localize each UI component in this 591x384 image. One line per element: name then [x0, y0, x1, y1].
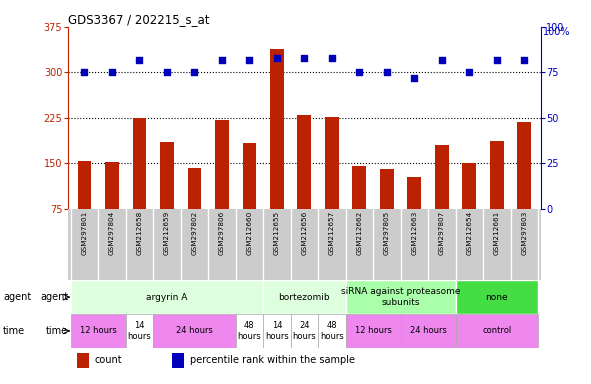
Bar — [318, 314, 346, 348]
Text: GSM297806: GSM297806 — [219, 211, 225, 255]
Bar — [490, 141, 504, 209]
Bar — [77, 353, 89, 367]
Bar — [172, 353, 184, 367]
Bar — [456, 314, 538, 348]
Text: GSM212662: GSM212662 — [356, 211, 362, 255]
Text: time: time — [46, 326, 68, 336]
Point — [272, 55, 281, 61]
Bar — [263, 314, 291, 348]
Text: GSM297804: GSM297804 — [109, 211, 115, 255]
Point — [492, 56, 502, 63]
Point — [382, 69, 392, 75]
Bar — [153, 314, 236, 348]
Text: GSM212660: GSM212660 — [246, 211, 252, 255]
Text: 48
hours: 48 hours — [238, 321, 261, 341]
Text: count: count — [95, 355, 122, 365]
Point — [437, 56, 447, 63]
Text: GSM212663: GSM212663 — [411, 211, 417, 255]
Text: GDS3367 / 202215_s_at: GDS3367 / 202215_s_at — [68, 13, 209, 26]
Bar — [407, 177, 421, 209]
Text: GSM297802: GSM297802 — [191, 211, 197, 255]
Bar — [297, 115, 311, 209]
Text: 24 hours: 24 hours — [410, 326, 446, 335]
Text: control: control — [482, 326, 511, 335]
Bar — [291, 314, 318, 348]
Bar — [242, 143, 256, 209]
Bar — [126, 314, 153, 348]
Point — [410, 75, 419, 81]
Text: GSM297803: GSM297803 — [521, 211, 527, 255]
Point — [107, 69, 116, 75]
Text: GSM212659: GSM212659 — [164, 211, 170, 255]
Text: agent: agent — [40, 292, 68, 302]
Text: argyrin A: argyrin A — [146, 293, 187, 301]
Point — [355, 69, 364, 75]
Text: GSM212655: GSM212655 — [274, 211, 280, 255]
Bar — [71, 314, 126, 348]
Bar — [462, 163, 476, 209]
Text: percentile rank within the sample: percentile rank within the sample — [190, 355, 355, 365]
Text: 100%: 100% — [543, 27, 571, 37]
Text: GSM212661: GSM212661 — [494, 211, 500, 255]
Bar — [325, 117, 339, 209]
Bar — [346, 280, 456, 314]
Text: none: none — [485, 293, 508, 301]
Text: agent: agent — [3, 292, 31, 302]
Bar — [71, 280, 263, 314]
Text: GSM297805: GSM297805 — [384, 211, 390, 255]
Text: 14
hours: 14 hours — [128, 321, 151, 341]
Text: 24 hours: 24 hours — [176, 326, 213, 335]
Bar — [346, 314, 401, 348]
Text: 12 hours: 12 hours — [80, 326, 116, 335]
Text: bortezomib: bortezomib — [278, 293, 330, 301]
Text: GSM212658: GSM212658 — [137, 211, 142, 255]
Text: GSM212657: GSM212657 — [329, 211, 335, 255]
Point — [190, 69, 199, 75]
Point — [519, 56, 529, 63]
Bar — [435, 144, 449, 209]
Bar — [160, 142, 174, 209]
Text: siRNA against proteasome
subunits: siRNA against proteasome subunits — [341, 287, 460, 307]
Bar — [105, 162, 119, 209]
Bar — [263, 280, 346, 314]
Bar — [187, 167, 202, 209]
Bar — [456, 280, 538, 314]
Text: GSM297807: GSM297807 — [439, 211, 445, 255]
Bar — [132, 118, 147, 209]
Bar — [401, 314, 456, 348]
Text: 48
hours: 48 hours — [320, 321, 344, 341]
Point — [162, 69, 171, 75]
Bar — [77, 162, 92, 209]
Bar — [380, 169, 394, 209]
Point — [80, 69, 89, 75]
Point — [327, 55, 337, 61]
Point — [217, 56, 226, 63]
Bar — [517, 122, 531, 209]
Text: 12 hours: 12 hours — [355, 326, 391, 335]
Bar — [352, 166, 366, 209]
Bar — [215, 120, 229, 209]
Point — [465, 69, 474, 75]
Point — [300, 55, 309, 61]
Text: GSM297801: GSM297801 — [82, 211, 87, 255]
Point — [245, 56, 254, 63]
Text: 24
hours: 24 hours — [293, 321, 316, 341]
Point — [135, 56, 144, 63]
Text: time: time — [3, 326, 25, 336]
Bar — [236, 314, 263, 348]
Text: 14
hours: 14 hours — [265, 321, 289, 341]
Text: GSM212654: GSM212654 — [466, 211, 472, 255]
Bar — [270, 49, 284, 209]
Text: GSM212656: GSM212656 — [301, 211, 307, 255]
